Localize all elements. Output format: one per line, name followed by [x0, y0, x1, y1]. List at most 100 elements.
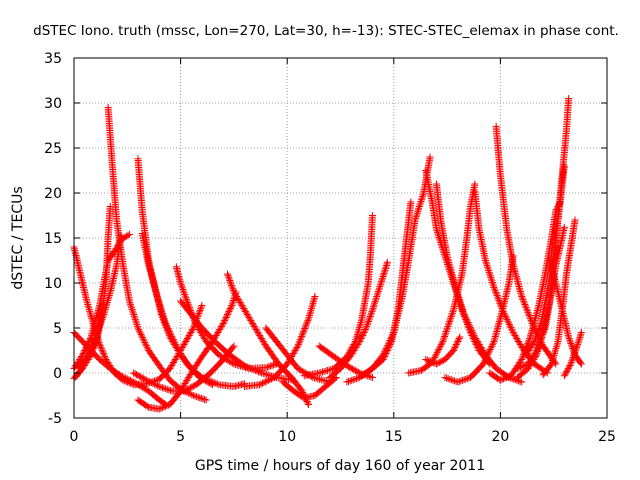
data-point — [374, 287, 382, 295]
data-point — [355, 339, 363, 347]
data-point — [132, 317, 140, 325]
data-point — [460, 311, 468, 318]
data-point — [223, 312, 231, 320]
data-series-arc — [492, 122, 560, 368]
data-point — [241, 306, 249, 314]
data-point — [209, 381, 217, 389]
data-point — [178, 284, 186, 292]
data-point — [180, 289, 188, 297]
data-point — [295, 339, 303, 347]
data-point — [207, 380, 215, 388]
data-point — [140, 384, 148, 392]
data-point — [519, 352, 527, 360]
data-point — [443, 324, 451, 332]
data-point — [535, 326, 543, 334]
data-point — [455, 335, 463, 342]
data-point — [432, 350, 440, 358]
data-point — [182, 295, 190, 303]
data-point — [386, 342, 394, 350]
data-point — [257, 335, 265, 342]
data-point — [101, 352, 109, 360]
data-point — [204, 378, 212, 386]
data-point — [131, 370, 139, 378]
data-point — [515, 338, 523, 345]
data-point — [177, 350, 185, 357]
data-point — [263, 363, 271, 371]
data-point — [126, 376, 134, 384]
data-point — [266, 376, 274, 384]
data-point — [165, 326, 173, 334]
data-point — [513, 365, 521, 372]
data-point — [183, 297, 191, 305]
data-point — [407, 198, 415, 206]
y-axis-label: dSTEC / TECUs — [10, 186, 26, 289]
data-point — [514, 336, 522, 344]
data-point — [523, 307, 531, 315]
data-point — [126, 300, 134, 308]
data-point — [484, 265, 492, 273]
data-point — [88, 341, 96, 349]
data-point — [225, 308, 233, 315]
data-point — [311, 293, 319, 300]
data-point — [568, 357, 576, 365]
data-point — [131, 314, 139, 322]
data-point — [374, 289, 382, 297]
data-point — [132, 319, 140, 327]
data-point — [470, 331, 478, 339]
data-point — [228, 281, 236, 289]
data-point — [444, 375, 452, 383]
data-series-arc — [326, 258, 391, 381]
data-point — [530, 339, 538, 347]
data-point — [344, 363, 352, 371]
data-point — [477, 344, 485, 351]
data-point — [226, 305, 234, 312]
data-point — [157, 404, 165, 412]
data-point — [571, 349, 579, 357]
data-point — [166, 386, 174, 394]
data-point — [349, 376, 357, 384]
data-point — [188, 327, 196, 335]
data-point — [447, 376, 455, 384]
data-point — [446, 316, 454, 324]
data-point — [566, 336, 574, 344]
data-point — [298, 387, 306, 395]
y-tick-label: 15 — [44, 231, 62, 247]
data-point — [568, 341, 576, 349]
data-point — [228, 283, 236, 291]
data-point — [350, 366, 358, 374]
data-point — [494, 295, 502, 303]
data-point — [142, 385, 150, 393]
data-point — [490, 284, 498, 291]
data-point — [482, 354, 490, 362]
data-point — [493, 292, 501, 300]
data-point — [229, 285, 237, 293]
data-point — [487, 344, 495, 352]
data-point — [268, 362, 276, 370]
data-point — [365, 316, 373, 324]
data-point — [487, 273, 495, 281]
data-point — [238, 302, 246, 309]
data-point — [144, 377, 152, 385]
data-point — [162, 385, 170, 393]
data-point — [206, 379, 214, 387]
data-point — [143, 343, 151, 351]
data-point — [181, 292, 189, 300]
data-point — [304, 399, 312, 407]
data-point — [161, 316, 169, 324]
data-point — [547, 361, 555, 369]
data-point — [139, 334, 147, 342]
data-point — [504, 317, 512, 325]
data-point — [126, 299, 134, 307]
data-point — [361, 327, 369, 335]
data-point — [169, 360, 177, 368]
data-point — [376, 282, 384, 290]
data-point — [143, 402, 151, 410]
data-point — [155, 298, 163, 306]
data-point — [387, 339, 395, 347]
data-point — [507, 324, 515, 332]
data-point — [250, 323, 258, 330]
data-point — [513, 335, 521, 342]
data-point — [466, 323, 474, 331]
data-point — [228, 302, 236, 309]
